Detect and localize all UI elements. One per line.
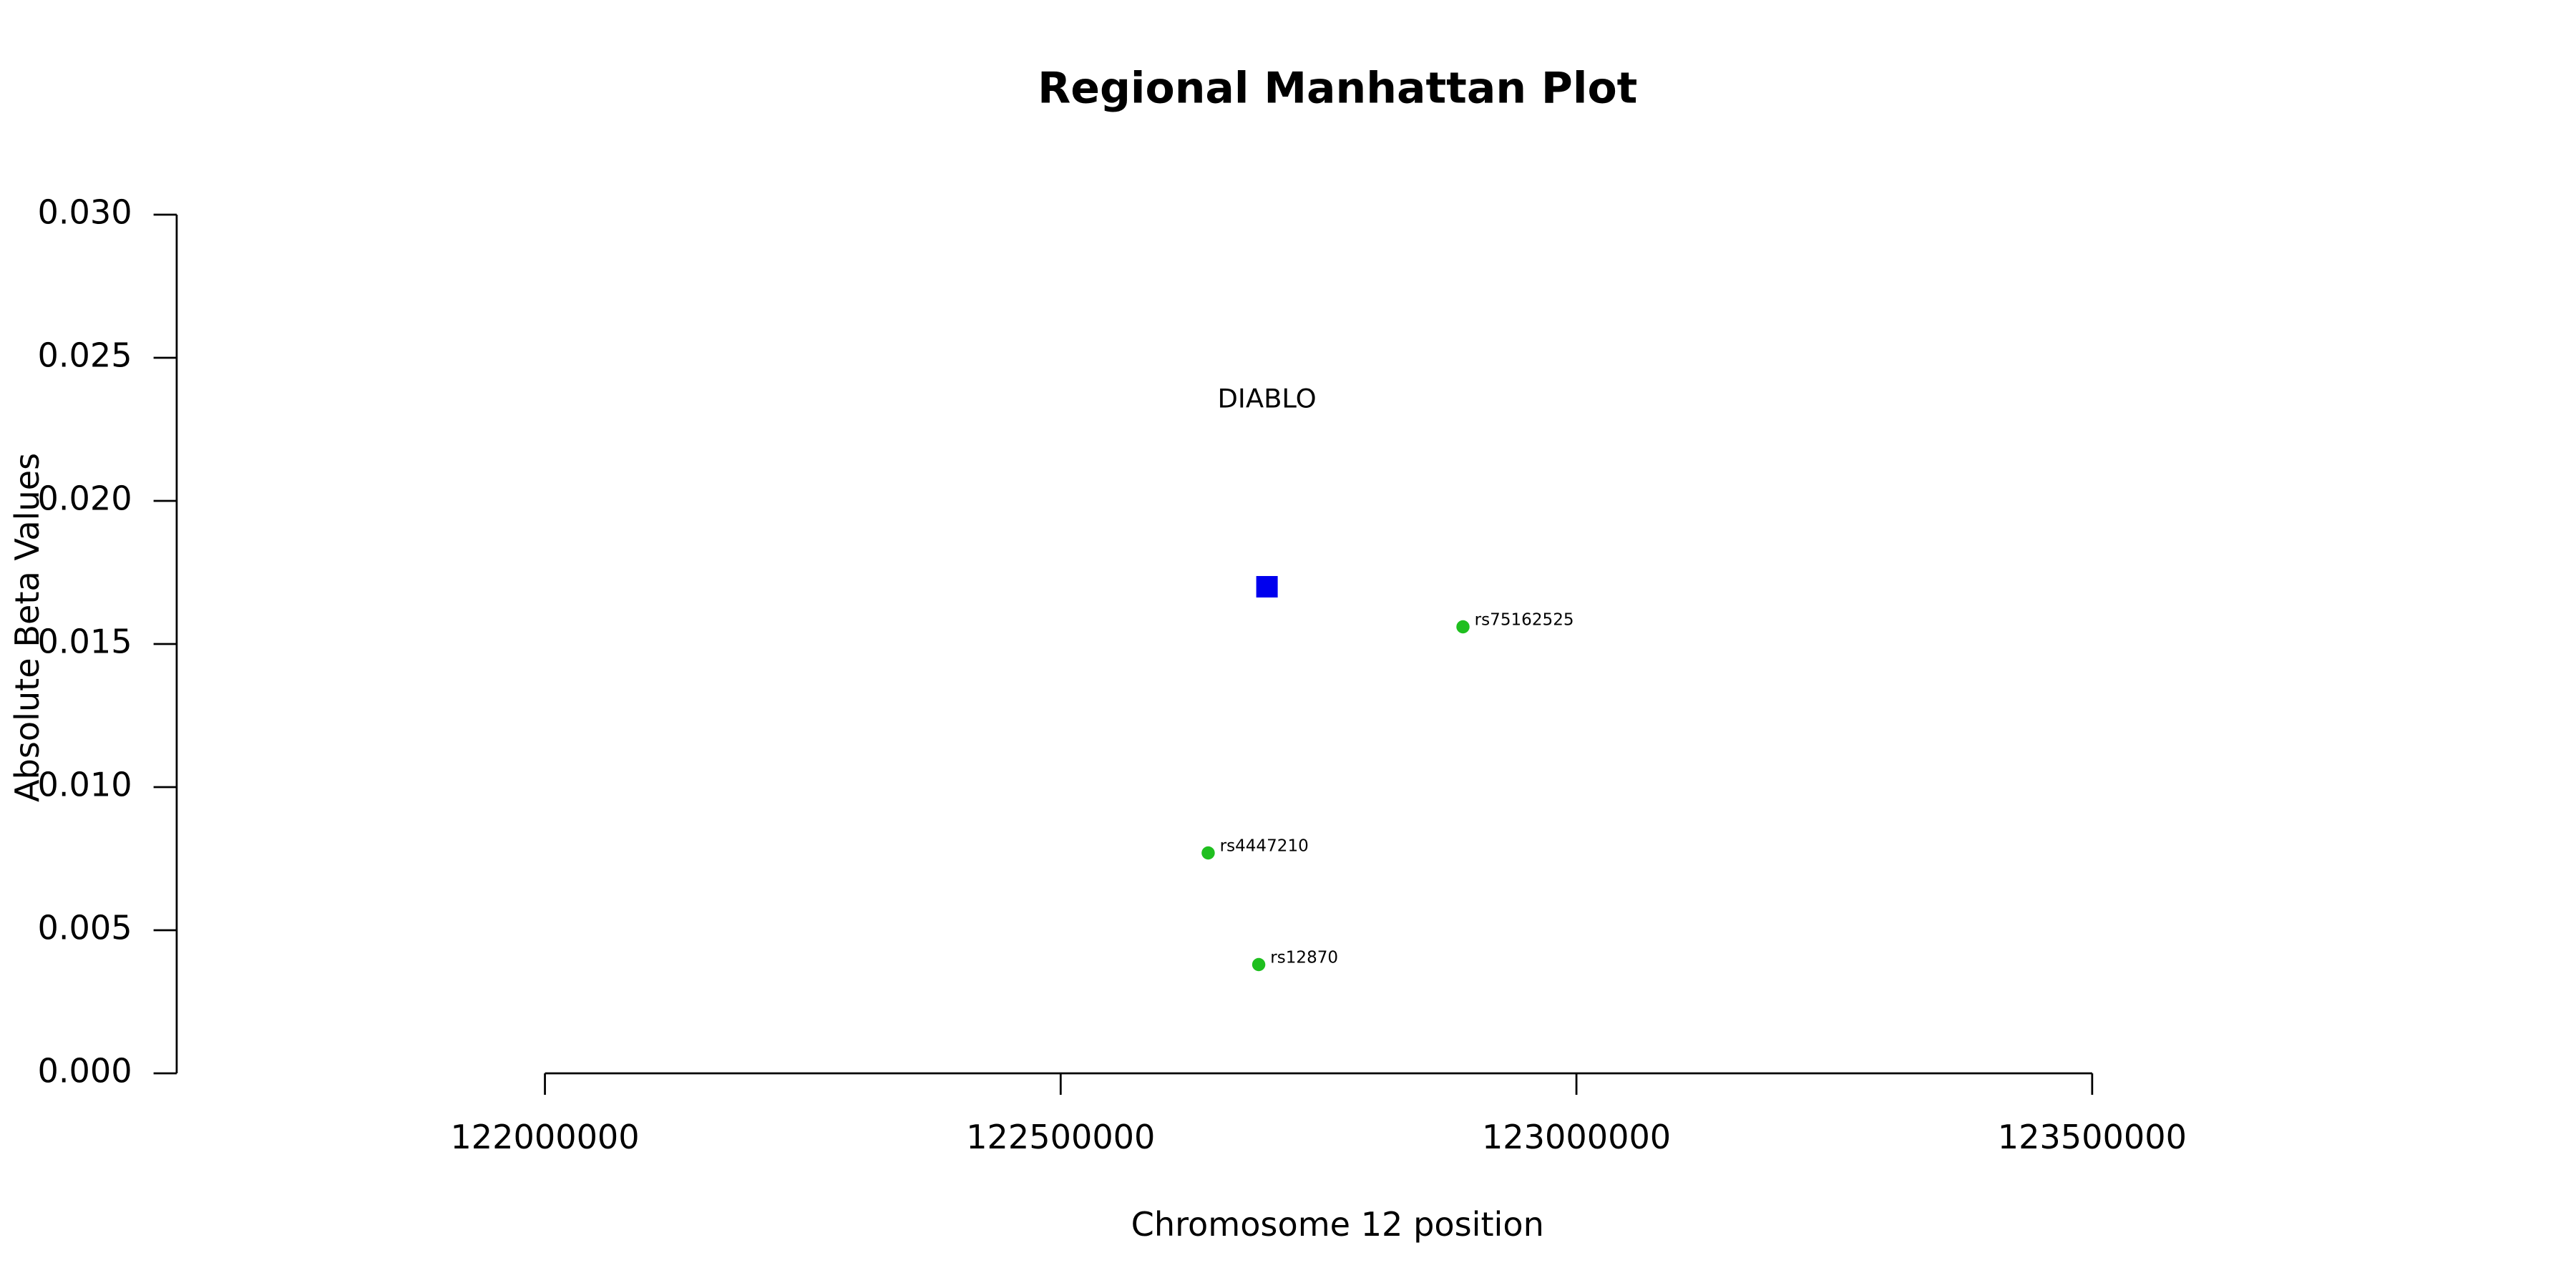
y-tick-label: 0.020	[38, 479, 132, 518]
x-tick-label: 123000000	[1482, 1118, 1671, 1156]
gene-marker	[1256, 576, 1278, 597]
y-tick-label: 0.015	[38, 623, 132, 661]
snp-point	[1201, 846, 1215, 860]
snp-point	[1456, 620, 1470, 634]
snp-point	[1252, 957, 1266, 972]
x-tick-label: 122000000	[450, 1118, 639, 1156]
y-tick-label: 0.010	[38, 766, 132, 804]
x-tick-label: 123500000	[1998, 1118, 2187, 1156]
snp-label: rs75162525	[1475, 610, 1574, 629]
snp-label: rs12870	[1270, 948, 1338, 967]
y-tick-label: 0.000	[38, 1052, 132, 1091]
x-tick-label: 122500000	[966, 1118, 1155, 1156]
gene-label: DIABLO	[1218, 384, 1317, 414]
y-tick-label: 0.030	[38, 193, 132, 232]
y-tick-label: 0.025	[38, 336, 132, 375]
chart-title: Regional Manhattan Plot	[1038, 64, 1637, 114]
snp-label: rs4447210	[1220, 836, 1309, 855]
y-tick-label: 0.005	[38, 909, 132, 947]
y-axis-title: Absolute Beta Values	[8, 453, 47, 802]
x-axis-title: Chromosome 12 position	[1131, 1205, 1544, 1244]
